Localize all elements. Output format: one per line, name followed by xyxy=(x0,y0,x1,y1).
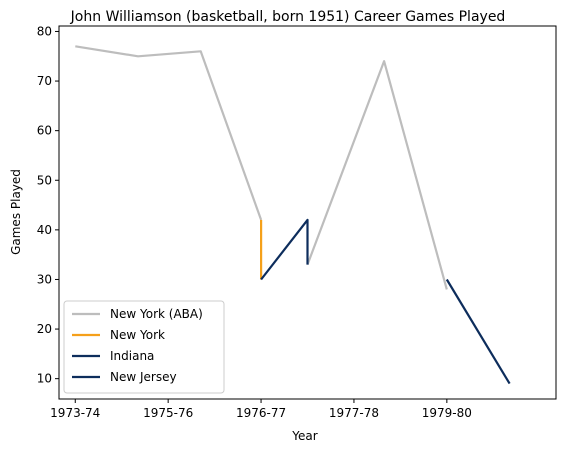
x-axis-label: Year xyxy=(291,429,317,443)
legend-entry-label: New York (ABA) xyxy=(110,307,203,321)
x-tick-label: 1979-80 xyxy=(422,406,472,420)
y-tick-label: 80 xyxy=(37,24,52,38)
x-tick-label: 1975-76 xyxy=(143,406,193,420)
series-line-3 xyxy=(260,218,309,281)
y-tick-label: 10 xyxy=(37,372,52,386)
y-tick-label: 70 xyxy=(37,74,52,88)
plot-frame xyxy=(58,25,557,400)
legend-entry-label: New York xyxy=(110,328,165,342)
x-tick-label: 1977-78 xyxy=(329,406,379,420)
chart-title: John Williamson (basketball, born 1951) … xyxy=(70,9,506,25)
y-tick-label: 40 xyxy=(37,223,52,237)
series-layer xyxy=(75,45,511,385)
series-line-1 xyxy=(306,60,448,290)
x-tick-label: 1973-74 xyxy=(50,406,100,420)
y-axis-label: Games Played xyxy=(9,169,23,255)
y-tick-label: 50 xyxy=(37,173,52,187)
series-line-0 xyxy=(75,45,263,221)
y-tick-label: 30 xyxy=(37,272,52,286)
y-axis: 10 20 30 40 50 60 70 80 xyxy=(37,24,59,386)
legend-entry-label: Indiana xyxy=(110,349,154,363)
legend: New York (ABA) New York Indiana New Jersey xyxy=(63,300,225,394)
legend-box xyxy=(63,300,225,394)
series-line-4 xyxy=(445,278,511,385)
legend-entry-label: New Jersey xyxy=(110,370,177,384)
x-axis: 1973-74 1975-76 1976-77 1977-78 1979-80 xyxy=(50,399,472,420)
y-tick-label: 60 xyxy=(37,124,52,138)
y-tick-label: 20 xyxy=(37,322,52,336)
x-tick-label: 1976-77 xyxy=(236,406,286,420)
